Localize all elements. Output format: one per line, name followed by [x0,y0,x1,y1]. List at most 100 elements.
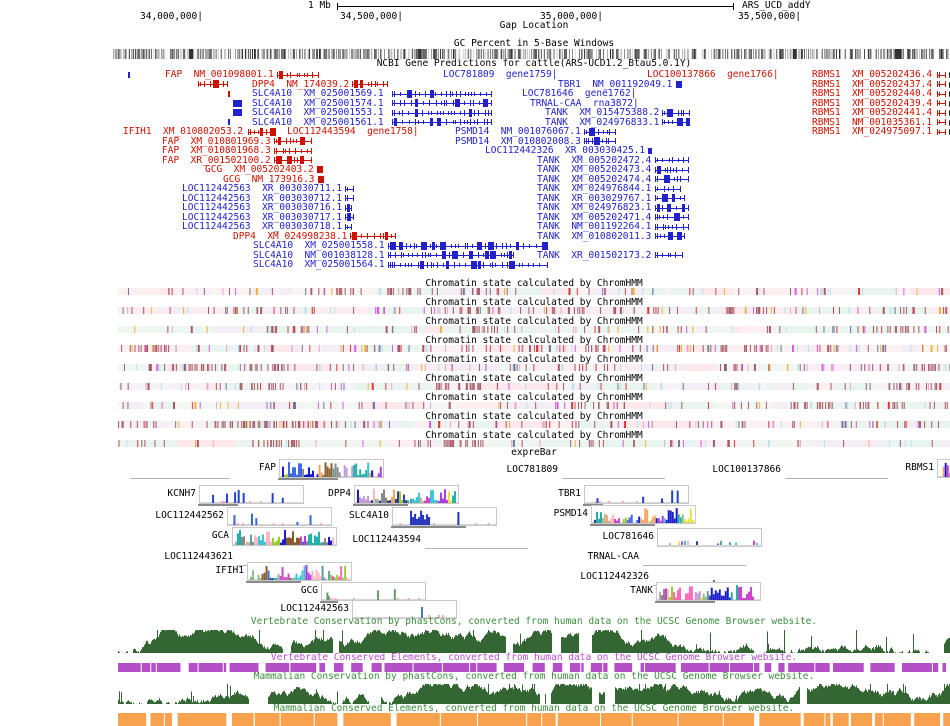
gene-glyph[interactable] [392,108,492,117]
exprebar-flat-line[interactable] [643,565,746,566]
gene-glyph[interactable] [937,71,946,79]
gene-glyph[interactable] [655,185,681,193]
gene-glyph[interactable] [392,118,492,126]
gene-label[interactable]: TBR1 NM_001192049.1 [558,78,673,90]
gene-glyph[interactable] [345,213,355,221]
exprebar-chart[interactable] [657,583,760,600]
phastcons-histogram[interactable] [118,683,950,704]
gene-glyph[interactable] [676,80,682,88]
exprebar-chart[interactable] [248,563,351,580]
gene-glyph[interactable] [345,185,355,193]
gene-label[interactable]: RBMS1 XM_024975097.1 [812,126,933,137]
exprebar-chart[interactable] [200,486,303,503]
gene-glyph[interactable] [350,232,397,240]
gene-label[interactable]: GCG XM_005202403.2 [205,164,314,175]
gene-glyph[interactable] [128,71,130,79]
exprebar-flat-line[interactable] [785,478,888,479]
gene-label[interactable]: SLC4A10 XM_025001564.1 [253,259,385,270]
gene-glyph[interactable] [345,194,355,202]
gene-label[interactable]: FAP XM_010801969.3 [162,135,271,147]
gene-label[interactable]: LOC112442326 XR_003030425.1 [485,145,646,156]
gene-label[interactable]: TANK XM_005202473.4 [537,164,652,175]
gene-label[interactable]: LOC112442563 XR_003030711.1 [182,183,343,194]
conserved-elements-track[interactable] [118,713,950,726]
gene-label[interactable]: IFIH1 XM_010802053.2 [123,126,244,137]
chromatin-state-track[interactable] [118,402,950,409]
gene-label[interactable]: RBMS1 XM_005202441.4 [812,107,933,118]
gene-label[interactable]: RBMS1 XM_005202439.4 [812,97,933,109]
gene-glyph[interactable] [276,70,319,79]
gene-label[interactable]: RBMS1 XM_005202436.4 [812,69,933,80]
exprebar-chart[interactable] [592,506,695,523]
gene-label[interactable]: RBMS1 NM_001035361.1 [812,116,933,128]
gene-glyph[interactable] [387,260,548,269]
gene-label[interactable]: TRNAL-CAA rna3872| [530,97,639,109]
gene-glyph[interactable] [198,80,228,88]
gene-glyph[interactable] [273,147,312,155]
gene-glyph[interactable] [345,223,353,231]
gene-glyph[interactable] [352,80,389,88]
gene-label[interactable]: LOC112442563 XR_003030712.1 [182,192,343,204]
exprebar-chart[interactable] [353,601,456,618]
gene-label[interactable]: SLC4A10 XM_025001553.1 [252,107,384,118]
gene-glyph[interactable] [655,223,689,231]
gene-glyph[interactable] [392,89,492,98]
exprebar-chart[interactable] [355,486,458,503]
gene-label[interactable]: FAP NM_001098001.1 [165,69,274,80]
gene-glyph[interactable] [937,80,946,88]
chromatin-state-track[interactable] [118,345,950,352]
gene-label[interactable]: TANK XM_015475388.2 [545,107,660,118]
gene-glyph[interactable] [655,165,689,174]
gene-label[interactable]: RBMS1 XM_005202440.4 [812,88,933,99]
gene-glyph[interactable] [662,118,691,126]
gene-glyph[interactable] [655,203,689,212]
gene-label[interactable]: TANK XM_024976823.1 [537,202,652,213]
gene-glyph[interactable] [937,99,946,107]
chromatin-state-track[interactable] [118,440,950,447]
gene-label[interactable]: TANK XM_005202474.4 [537,173,652,185]
exprebar-chart[interactable] [233,528,336,545]
gene-label[interactable]: SLC4A10 NM_001038128.1 [253,249,385,261]
gene-label[interactable]: SLC4A10 XM_025001574.1 [252,97,384,109]
conserved-elements-track[interactable] [118,663,950,672]
gene-label[interactable]: SLC4A10 XM_025001561.1 [252,116,384,128]
gene-label[interactable]: PSMD14 XM_010802008.3 [455,135,581,147]
gene-glyph[interactable] [937,90,946,98]
exprebar-chart[interactable] [280,460,383,477]
gene-glyph[interactable] [583,137,616,145]
chromatin-state-track[interactable] [118,421,950,428]
gene-label[interactable]: TANK NM_001192264.1 [537,221,652,232]
gene-label[interactable]: TANK XM_024976844.1 [537,183,652,194]
gene-glyph[interactable] [655,213,689,221]
gene-glyph[interactable] [655,175,689,183]
exprebar-chart[interactable] [393,508,496,525]
chromatin-state-track[interactable] [118,307,950,314]
gene-glyph[interactable] [273,156,312,164]
gene-label[interactable]: FAP XM_010801968.3 [162,145,271,156]
chromatin-state-track[interactable] [118,364,950,371]
gene-label[interactable]: LOC112442563 XR_003030717.1 [182,211,343,223]
gene-label[interactable]: LOC100137866 gene1766| [647,69,779,80]
gene-glyph[interactable] [655,156,689,164]
exprebar-flat-line[interactable] [562,478,665,479]
gene-label[interactable]: LOC112442563 XR_003030716.1 [182,202,343,213]
gene-glyph[interactable] [655,251,683,259]
gene-label[interactable]: LOC112442563 XR_003030718.1 [182,221,343,232]
gene-glyph[interactable] [662,108,691,117]
gene-glyph[interactable] [233,109,242,117]
gene-glyph[interactable] [937,128,946,136]
gene-label[interactable]: RBMS1 XM_005202437.4 [812,78,933,90]
gene-glyph[interactable] [387,241,548,250]
gene-label[interactable]: SLC4A10 XM_025001558.1 [253,240,385,251]
phastcons-histogram[interactable] [118,629,950,653]
gene-glyph[interactable] [228,118,230,126]
gene-label[interactable]: TANK XM_024976833.1 [545,116,660,128]
gene-glyph[interactable] [387,251,514,259]
gene-glyph[interactable] [228,90,230,98]
gene-label[interactable]: TANK XM_010802011.3 [537,230,652,242]
gene-label[interactable]: LOC781809 gene1759| [443,69,558,80]
chromatin-state-track[interactable] [118,326,950,333]
gene-label[interactable]: LOC112443594 gene1758| [287,126,419,137]
exprebar-chart[interactable] [322,583,425,600]
gene-glyph[interactable] [316,166,323,174]
